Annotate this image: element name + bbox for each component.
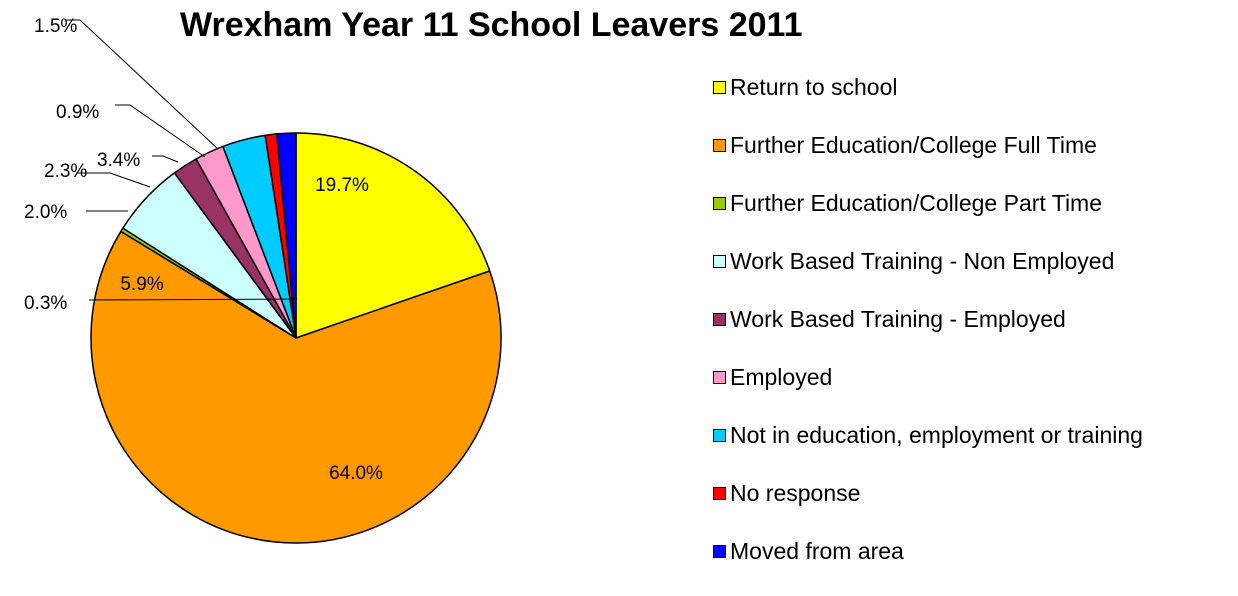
legend-swatch bbox=[713, 545, 726, 558]
data-label: 0.9% bbox=[56, 102, 99, 123]
legend-item: Return to school bbox=[713, 74, 1143, 132]
legend-item: No response bbox=[713, 480, 1143, 538]
legend-swatch bbox=[713, 313, 726, 326]
legend-label: Moved from area bbox=[730, 538, 904, 564]
pie-slice bbox=[295, 132, 491, 339]
legend-swatch bbox=[713, 197, 726, 210]
leader-line bbox=[66, 19, 219, 150]
pie-chart: 19.7% 64.0% 0.3% 5.9% 2.0% 2.3% 3.4% 0.9% 1.5% bbox=[24, 16, 502, 544]
legend-swatch bbox=[713, 371, 726, 384]
data-label: 2.0% bbox=[24, 202, 67, 223]
legend-label: Work Based Training - Non Employed bbox=[730, 248, 1115, 274]
data-label: 0.3% bbox=[24, 293, 67, 314]
chart-title: Wrexham Year 11 School Leavers 2011 bbox=[180, 6, 803, 44]
legend-label: Further Education/College Part Time bbox=[730, 190, 1103, 216]
data-label: 19.7% bbox=[315, 175, 369, 196]
legend-item: Further Education/College Full Time bbox=[713, 132, 1143, 190]
legend-item: Moved from area bbox=[713, 538, 1143, 596]
leader-line bbox=[76, 172, 151, 188]
pie-slice bbox=[90, 230, 502, 544]
data-label: 1.5% bbox=[34, 16, 77, 37]
legend-label: Return to school bbox=[730, 74, 898, 100]
data-label: 3.4% bbox=[97, 150, 140, 171]
legend-swatch bbox=[713, 255, 726, 268]
leader-line bbox=[115, 104, 206, 158]
legend-item: Work Based Training - Non Employed bbox=[713, 248, 1143, 306]
leader-line bbox=[152, 155, 179, 163]
legend-item: Further Education/College Part Time bbox=[713, 190, 1143, 248]
legend-swatch bbox=[713, 139, 726, 152]
legend-label: Further Education/College Full Time bbox=[730, 132, 1097, 158]
legend-item: Work Based Training - Employed bbox=[713, 306, 1143, 364]
leader-line bbox=[88, 298, 298, 301]
data-label: 2.3% bbox=[44, 161, 87, 182]
data-label: 64.0% bbox=[329, 463, 383, 484]
legend-item: Not in education, employment or training bbox=[713, 422, 1143, 480]
legend: Return to school Further Education/Colleg… bbox=[713, 74, 1143, 596]
pie-slice bbox=[275, 132, 297, 339]
legend-label: No response bbox=[730, 480, 861, 506]
legend-label: Employed bbox=[730, 364, 833, 390]
legend-swatch bbox=[713, 81, 726, 94]
legend-item: Employed bbox=[713, 364, 1143, 422]
legend-label: Not in education, employment or training bbox=[730, 422, 1143, 448]
legend-label: Work Based Training - Employed bbox=[730, 306, 1066, 332]
data-label: 5.9% bbox=[120, 274, 163, 295]
legend-swatch bbox=[713, 487, 726, 500]
legend-swatch bbox=[713, 429, 726, 442]
